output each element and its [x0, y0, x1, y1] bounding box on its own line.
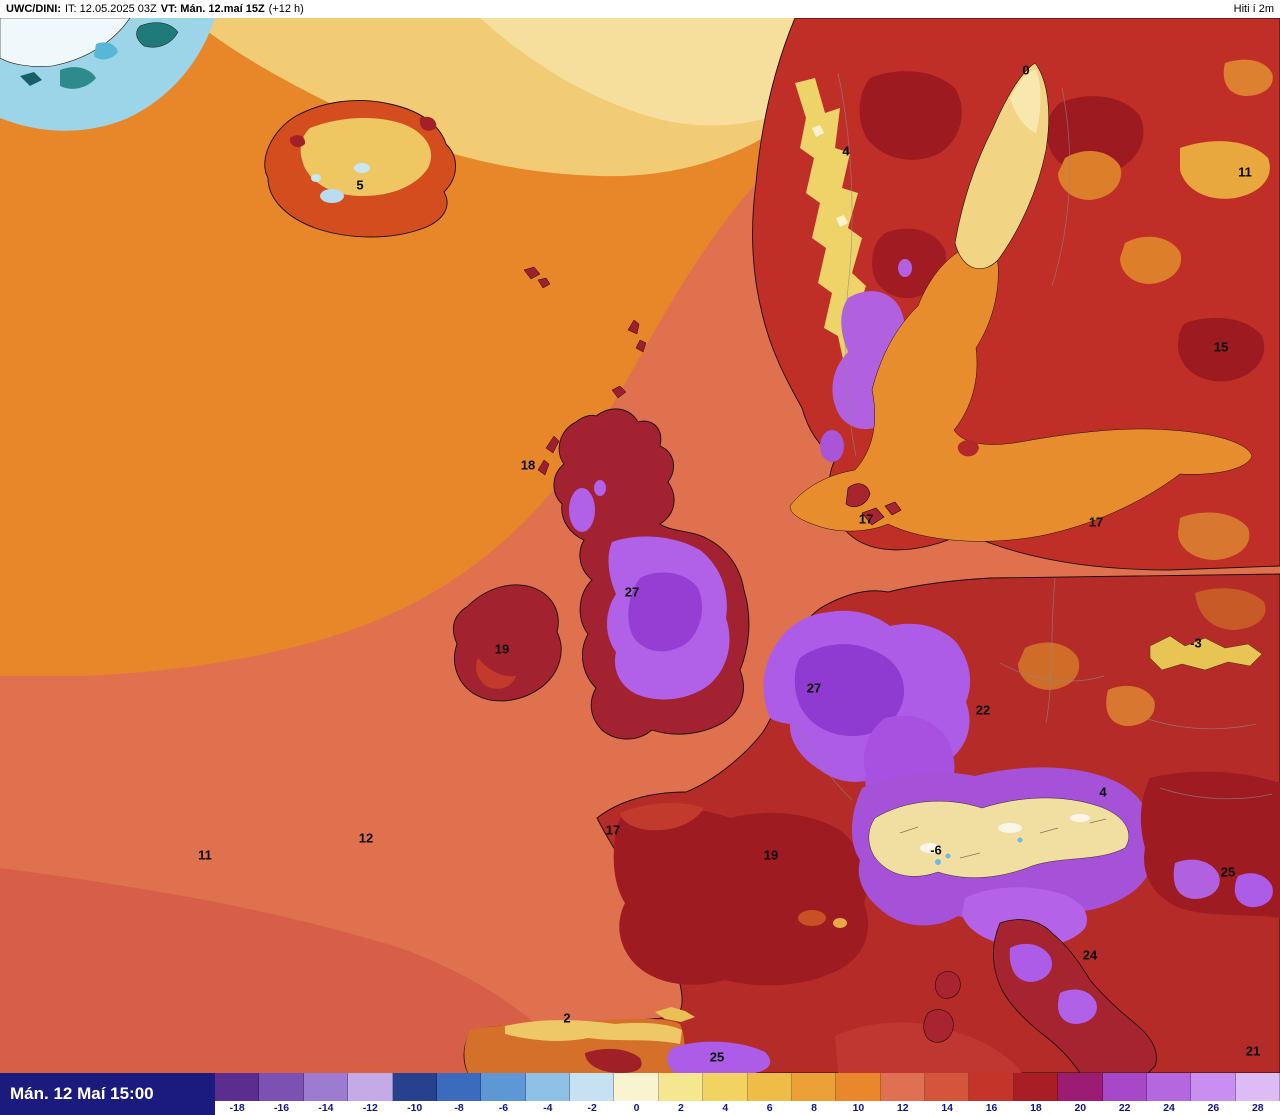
model-label: UWC/DINI:: [6, 3, 61, 15]
legend-cell: [436, 1073, 482, 1101]
legend-cell: [880, 1073, 925, 1101]
weather-map: 5 4 0 11 15 17 17 18 27 19 27 22 -3 4 -6 12 11 17 19 25 24 2 2…: [0, 18, 1280, 1073]
great-britain: [537, 385, 750, 740]
init-time: IT: 12.05.2025 03Z: [65, 3, 157, 15]
legend-cell: [658, 1073, 704, 1101]
legend-cell: [481, 1073, 526, 1101]
legend-tick-label: 14: [941, 1102, 954, 1114]
legend-cell: [791, 1073, 837, 1101]
parameter-title: Hiti í 2m: [1233, 3, 1274, 15]
ireland: [453, 584, 562, 702]
legend-tick-label: -4: [543, 1102, 553, 1114]
atlantic-orange-airmass: [0, 18, 880, 676]
temperature-map-canvas: [0, 18, 1280, 1073]
legend-cell: [703, 1073, 748, 1101]
legend-cell: [1146, 1073, 1192, 1101]
iceland: [264, 99, 456, 238]
legend-tick-label: 12: [896, 1102, 909, 1114]
legend-tick-label: -6: [498, 1102, 509, 1114]
legend-cell: [392, 1073, 437, 1101]
legend-cell: [1102, 1073, 1147, 1101]
legend-cell: [303, 1073, 349, 1101]
legend-cell: [836, 1073, 881, 1101]
legend-tick-label: 0: [633, 1102, 640, 1114]
legend-tick-label: 8: [811, 1102, 817, 1114]
legend-tick-label: -16: [273, 1102, 290, 1114]
temperature-legend: -18 -16 -14 -12 -10 -8 -6 -4 -2 0 2 4 6 8 10 12 14 16 18 20…: [215, 1073, 1280, 1115]
country-borders: [794, 72, 1273, 801]
legend-cell: [925, 1073, 970, 1101]
legend-cell: [1235, 1073, 1280, 1101]
denmark: [845, 483, 902, 526]
legend-tick-label: 10: [852, 1102, 865, 1114]
faroe-shetland-islands: [523, 266, 647, 353]
legend-tick-label: -10: [407, 1102, 423, 1114]
legend-cell: [969, 1073, 1014, 1101]
legend-tick-label: 16: [985, 1102, 998, 1114]
legend-labels: -18 -16 -14 -12 -10 -8 -6 -4 -2 0 2 4 6 8 10 12 14 16 18 20…: [215, 1101, 1280, 1115]
legend-cell: [614, 1073, 659, 1101]
run-info: UWC/DINI: IT: 12.05.2025 03Z VT: Mán. 12.m…: [6, 3, 308, 15]
greenland: [0, 18, 215, 131]
baltic-sea: [789, 62, 1253, 542]
legend-tick-label: 28: [1251, 1102, 1264, 1114]
forecast-offset: (+12 h): [268, 3, 304, 15]
bottom-bar: Mán. 12 Maí 15:00 -18 -16 -14 -12 -10 -8 -6 -4 -…: [0, 1073, 1280, 1115]
legend-cell: [1058, 1073, 1103, 1101]
legend-cell: [215, 1073, 260, 1101]
legend-cell: [570, 1073, 615, 1101]
legend-tick-label: -8: [454, 1102, 464, 1114]
legend-cells: [215, 1073, 1280, 1101]
legend-tick-label: -14: [318, 1102, 334, 1114]
continent: [463, 573, 1280, 1073]
legend-tick-label: 18: [1030, 1102, 1042, 1114]
valid-time: VT: Mán. 12.maí 15Z: [160, 3, 265, 15]
legend-tick-label: 2: [678, 1102, 684, 1114]
legend-cell: [1013, 1073, 1059, 1101]
legend-cell: [348, 1073, 393, 1101]
legend-cell: [747, 1073, 792, 1101]
legend-cell: [259, 1073, 304, 1101]
legend-tick-label: 4: [722, 1102, 729, 1114]
legend-tick-label: -12: [362, 1102, 378, 1114]
legend-tick-label: 20: [1074, 1102, 1087, 1114]
timestamp-box: Mán. 12 Maí 15:00: [0, 1073, 215, 1115]
legend-tick-label: -2: [587, 1102, 597, 1114]
legend-tick-label: 24: [1163, 1102, 1175, 1114]
legend-cell: [1191, 1073, 1236, 1101]
legend-tick-label: 26: [1207, 1102, 1220, 1114]
timestamp-label: Mán. 12 Maí 15:00: [10, 1084, 154, 1103]
legend-tick-label: 22: [1118, 1102, 1131, 1114]
legend-tick-label: 6: [766, 1102, 773, 1114]
header-bar: UWC/DINI: IT: 12.05.2025 03Z VT: Mán. 12.m…: [0, 0, 1280, 18]
legend-tick-label: -18: [229, 1102, 245, 1114]
legend-cell: [525, 1073, 570, 1101]
